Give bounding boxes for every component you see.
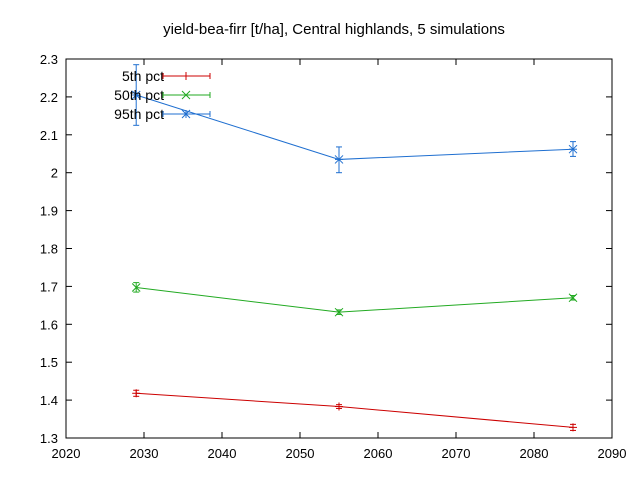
x-tick-label: 2040: [208, 446, 237, 461]
y-tick-label: 1.7: [40, 279, 58, 294]
legend-swatch: [162, 109, 211, 119]
legend: 5th pct 50th pct 95th pct: [114, 68, 211, 122]
y-tick-label: 2: [51, 166, 58, 181]
data-point: [334, 155, 344, 164]
data-point: [131, 283, 141, 292]
legend-swatch: [162, 72, 211, 80]
x-tick-label: 2080: [520, 446, 549, 461]
axis-ticks: 2020 2030 2040 2050 2060 2070 2080 2090 1.3 1.4 1.…: [40, 52, 627, 461]
y-tick-label: 1.6: [40, 317, 58, 332]
legend-label: 50th pct: [114, 87, 164, 103]
x-tick-label: 2030: [130, 446, 159, 461]
y-tick-label: 1.3: [40, 431, 58, 446]
data-point: [131, 90, 141, 100]
legend-label: 5th pct: [122, 68, 164, 84]
x-tick-label: 2070: [442, 446, 471, 461]
legend-label: 95th pct: [114, 106, 164, 122]
chart-title: yield-bea-firr [t/ha], Central highlands…: [163, 21, 505, 38]
data-point: [334, 307, 344, 317]
y-tick-label: 2.1: [40, 128, 58, 143]
data-point: [132, 389, 141, 398]
series-line-1: [136, 392, 574, 428]
x-tick-label: 2020: [52, 446, 81, 461]
series-line-2: [136, 287, 574, 313]
error-bars: [133, 64, 576, 431]
y-tick-label: 2.3: [40, 52, 58, 67]
y-tick-label: 2.2: [40, 90, 58, 105]
series-markers: [131, 90, 578, 432]
y-tick-label: 1.8: [40, 242, 58, 257]
data-point: [568, 144, 578, 154]
data-point: [335, 402, 343, 411]
x-tick-label: 2090: [598, 446, 627, 461]
x-tick-label: 2060: [364, 446, 393, 461]
data-point: [569, 423, 577, 432]
x-tick-label: 2050: [286, 446, 315, 461]
data-point: [568, 293, 578, 303]
y-tick-label: 1.4: [40, 393, 58, 408]
series-lines: [136, 94, 574, 428]
y-tick-label: 1.5: [40, 355, 58, 370]
series-line-3: [136, 94, 574, 160]
y-tick-label: 1.9: [40, 204, 58, 219]
legend-swatch: [162, 90, 211, 100]
